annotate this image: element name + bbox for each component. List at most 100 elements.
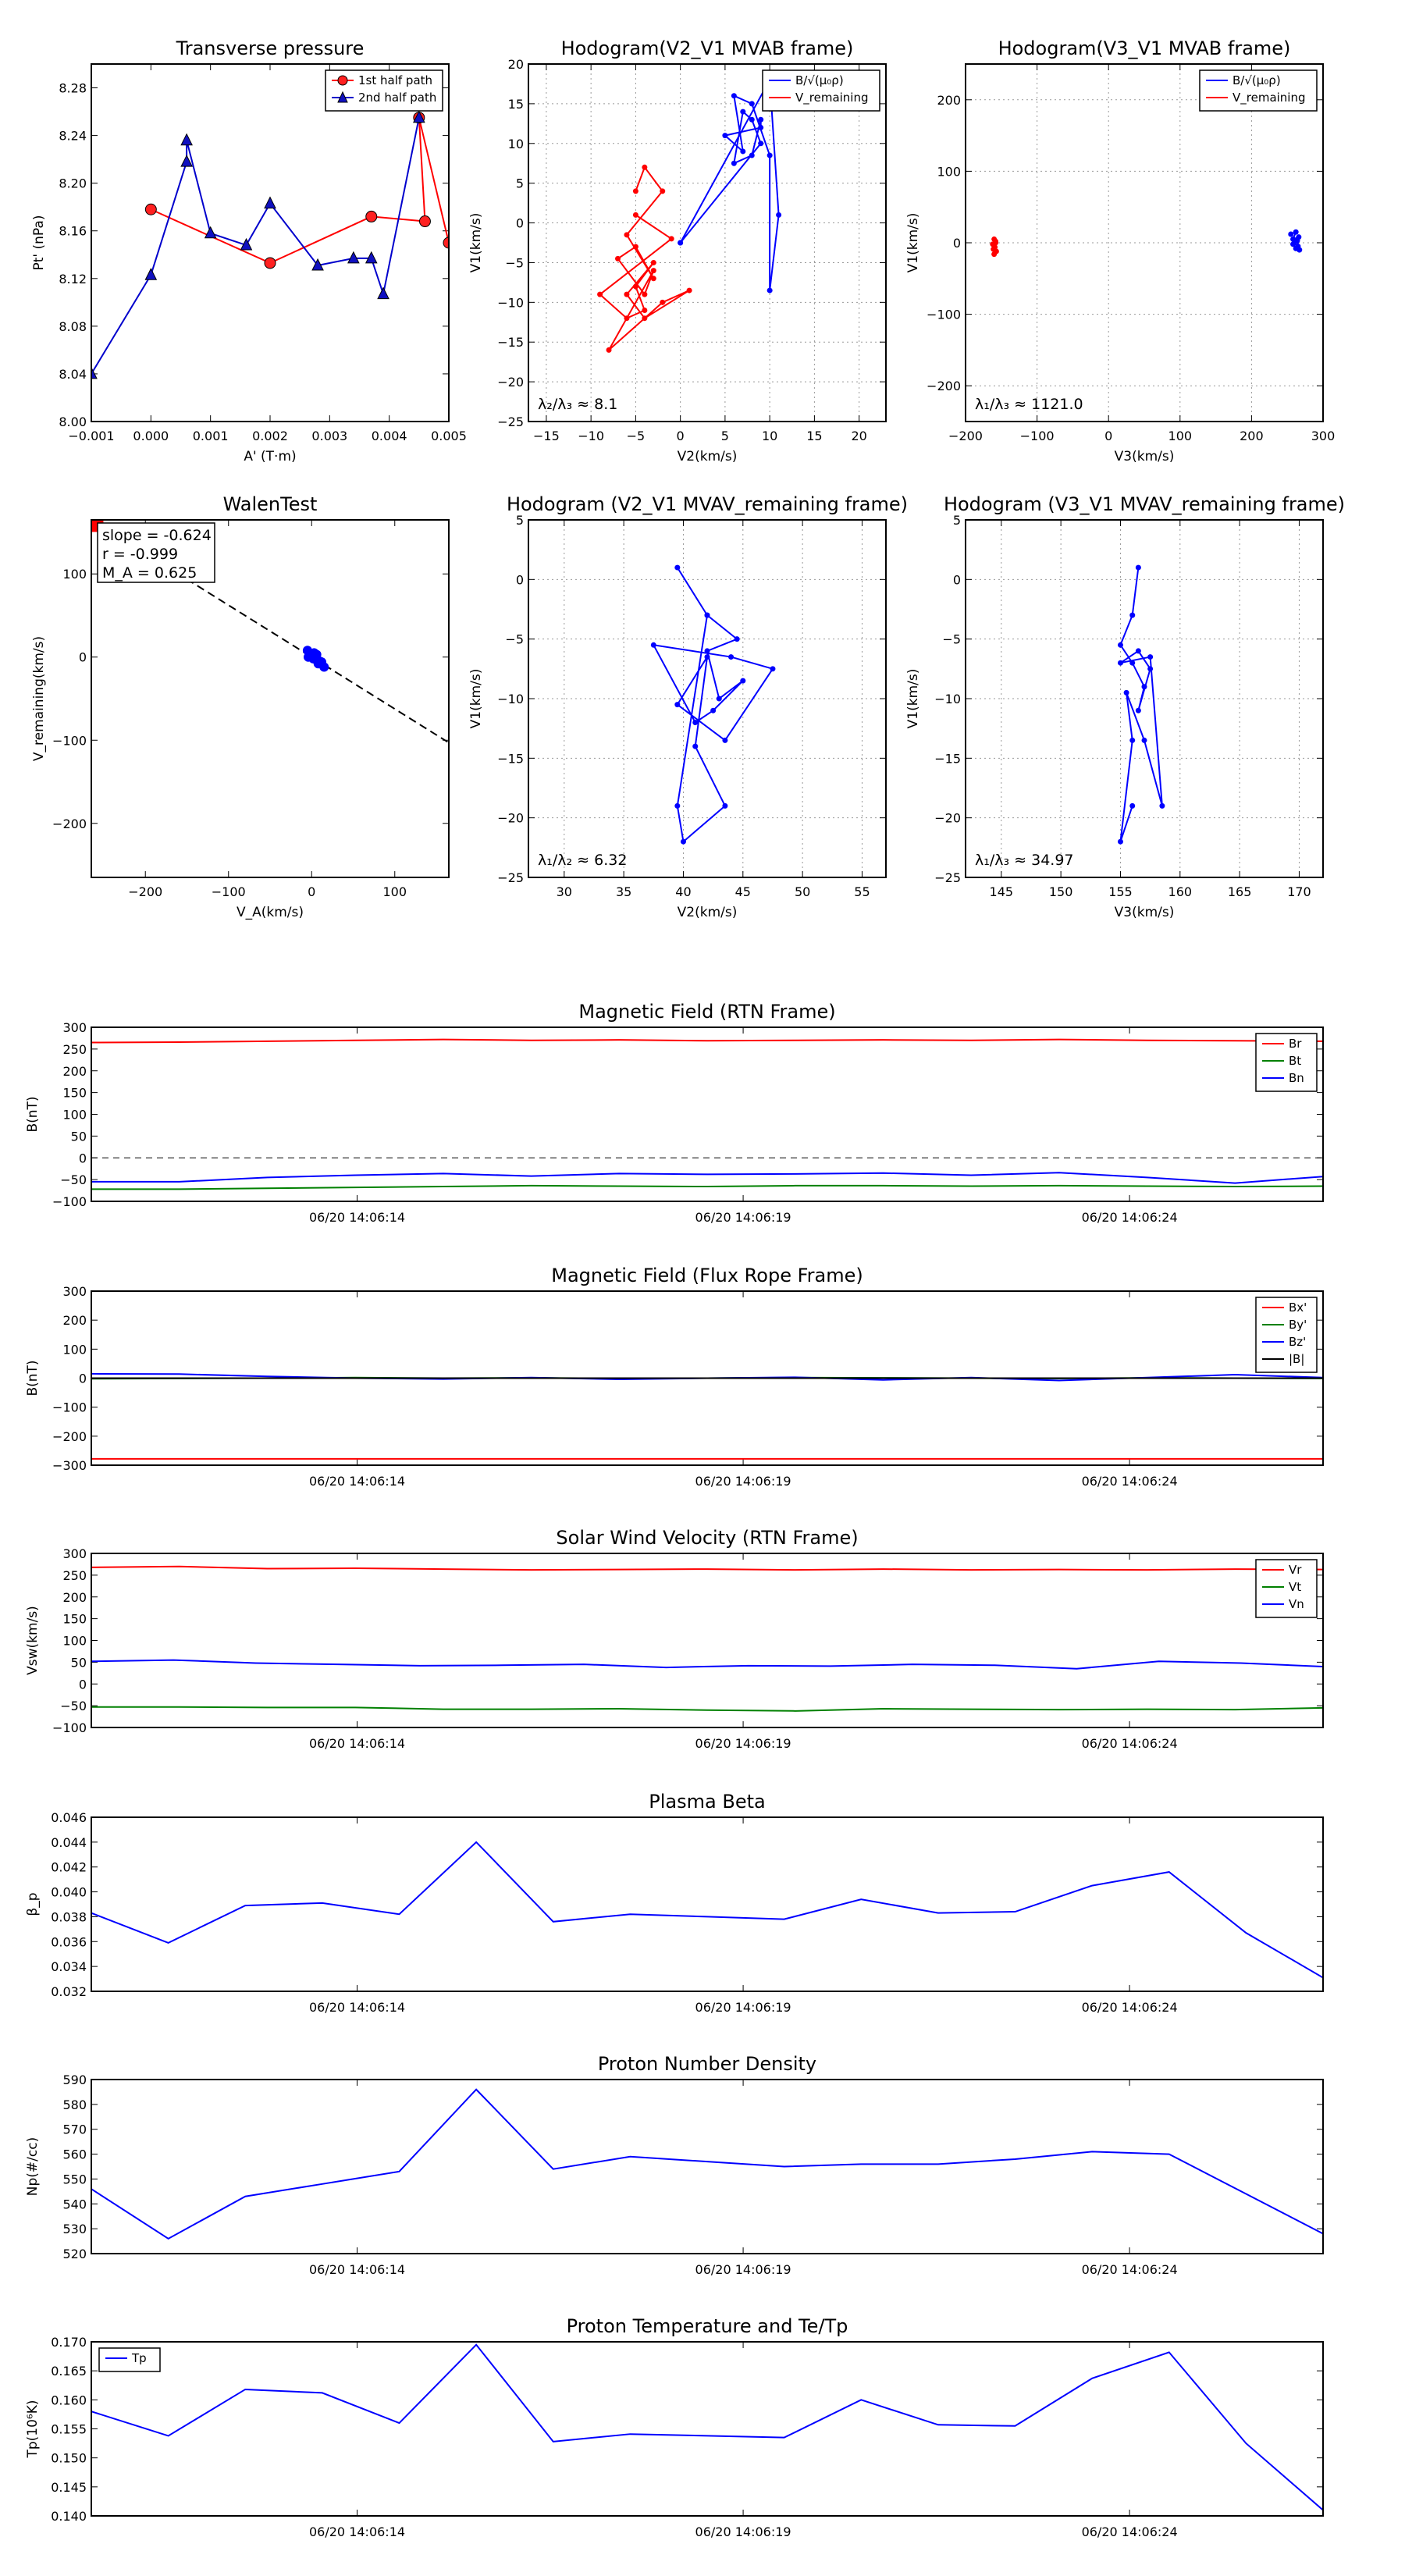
data-point [1294,237,1300,244]
series-line-B/√(μ₀ρ) [679,76,780,291]
x-tick-label: 0 [308,884,315,899]
hodogram-v3v1-mvav-data [1117,564,1165,845]
plasma-beta-frame [91,1816,1324,1992]
x-tick-label: 5 [721,429,729,443]
y-tick-label: 250 [62,1568,87,1583]
y-tick-label: 540 [62,2197,87,2211]
walen-test-xlabel: V_A(km/s) [237,905,304,920]
y-tick-label: 0 [953,236,961,251]
transverse-pressure-legend: 1st half path 2nd half path [325,69,443,112]
legend-label: 1st half path [358,73,432,87]
magnetic-field-fluxrope-chart: Magnetic Field (Flux Rope Frame) −300 −200… [25,1265,1324,1489]
data-point [632,244,638,250]
data-point [1288,231,1294,237]
data-point [443,237,449,249]
legend-box [762,69,880,112]
x-tick-label: 0.002 [252,429,288,443]
x-tick-label: −100 [1020,429,1055,443]
hodogram-v2v1-mvav-title: Hodogram (V2_V1 MVAV_remaining frame) [507,493,908,515]
plasma-beta-chart: Plasma Beta 0.032 0.034 0.036 0.038 0.040 0.04… [25,1791,1324,2015]
data-point [680,838,686,845]
y-tick-label: 150 [62,1086,87,1101]
y-tick-label: −300 [52,1458,87,1473]
x-tick-label: 100 [1168,429,1193,443]
data-point [1297,247,1303,253]
y-tick-label: −25 [934,870,961,885]
y-tick-label: −200 [927,379,961,393]
y-tick-label: −5 [942,632,961,647]
x-tick-label: 300 [1311,429,1336,443]
y-tick-label: 200 [62,1313,87,1328]
proton-temperature-legend: Tp [98,2347,161,2372]
magnetic-field-rtn-chart: Magnetic Field (RTN Frame) −100 −50 0 50 100 1… [25,1001,1324,1225]
legend-box [1255,1297,1318,1373]
y-tick-label: 0.155 [51,2422,87,2437]
data-point [660,188,666,194]
x-tick-label: −0.001 [68,429,114,443]
series-line-Bn [91,1172,1323,1184]
y-tick-label: −200 [52,1429,87,1444]
y-tick-label: −25 [497,415,524,429]
x-tick-label: −15 [533,429,560,443]
y-tick-label: −20 [497,375,524,390]
data-point [704,654,710,660]
y-tick-label: −100 [927,308,961,322]
x-tick-label: 15 [806,429,822,443]
hodogram-v3v1-mvab-ylabel: V1(km/s) [905,213,921,273]
data-point [1129,737,1136,743]
y-tick-label: 300 [62,1546,87,1561]
y-tick-label: 0 [79,1677,87,1692]
x-tick-label: 35 [616,884,631,899]
y-tick-label: 520 [62,2247,87,2261]
data-point [303,652,313,662]
y-tick-label: 0.046 [51,1810,87,1825]
walen-test-frame [91,519,450,878]
data-point [180,133,193,146]
legend-label: Br [1289,1037,1302,1051]
y-tick-label: −100 [52,1720,87,1735]
y-tick-label: 8.00 [59,415,87,429]
data-point [632,212,638,218]
hodogram-v3v1-mvav-annotation: λ₁/λ₃ ≈ 34.97 [975,852,1074,869]
y-tick-label: 0.165 [51,2364,87,2379]
magnetic-field-fluxrope-data [91,1372,1323,1460]
x-tick-label: 0.003 [311,429,347,443]
data-point [642,308,648,314]
series-line-2nd half path [91,117,420,375]
y-tick-label: 8.28 [59,81,87,96]
data-point [686,287,692,294]
x-tick-label: 20 [851,429,866,443]
legend-label: V_remaining [1232,91,1306,105]
walen-test-title: WalenTest [223,493,318,515]
legend-box [1255,1033,1318,1092]
data-point [722,133,728,139]
legend-label: |B| [1289,1352,1304,1366]
data-point [1117,660,1123,666]
data-point [264,257,276,269]
hodogram-v2v1-mvav-annotation: λ₁/λ₂ ≈ 6.32 [538,852,627,869]
series-line-Br [91,1038,1323,1044]
y-tick-label: 0.170 [51,2335,87,2350]
legend-label: Bx' [1289,1300,1307,1315]
hodogram-v3v1-mvav-xlabel: V3(km/s) [1115,905,1175,920]
y-tick-label: 0 [79,1151,87,1165]
y-tick-label: 560 [62,2147,87,2162]
legend-marker [337,91,348,103]
y-tick-label: 15 [508,97,524,112]
y-tick-label: 0.140 [51,2509,87,2524]
y-tick-label: −10 [934,692,961,706]
data-point [991,251,998,258]
data-point [1129,612,1136,618]
x-tick-label: 06/20 14:06:24 [1082,1474,1178,1489]
data-point [692,720,699,726]
solar-wind-velocity-data [91,1565,1323,1712]
y-tick-label: −100 [52,1194,87,1209]
x-tick-label: 30 [557,884,572,899]
x-tick-label: 06/20 14:06:24 [1082,2524,1178,2539]
x-tick-label: 06/20 14:06:14 [309,2000,405,2015]
legend-box [1255,1559,1318,1618]
data-point [776,212,782,218]
y-tick-label: −15 [934,751,961,766]
hodogram-v2v1-mvab-xlabel: V2(km/s) [678,449,738,464]
legend-box [98,2347,161,2372]
